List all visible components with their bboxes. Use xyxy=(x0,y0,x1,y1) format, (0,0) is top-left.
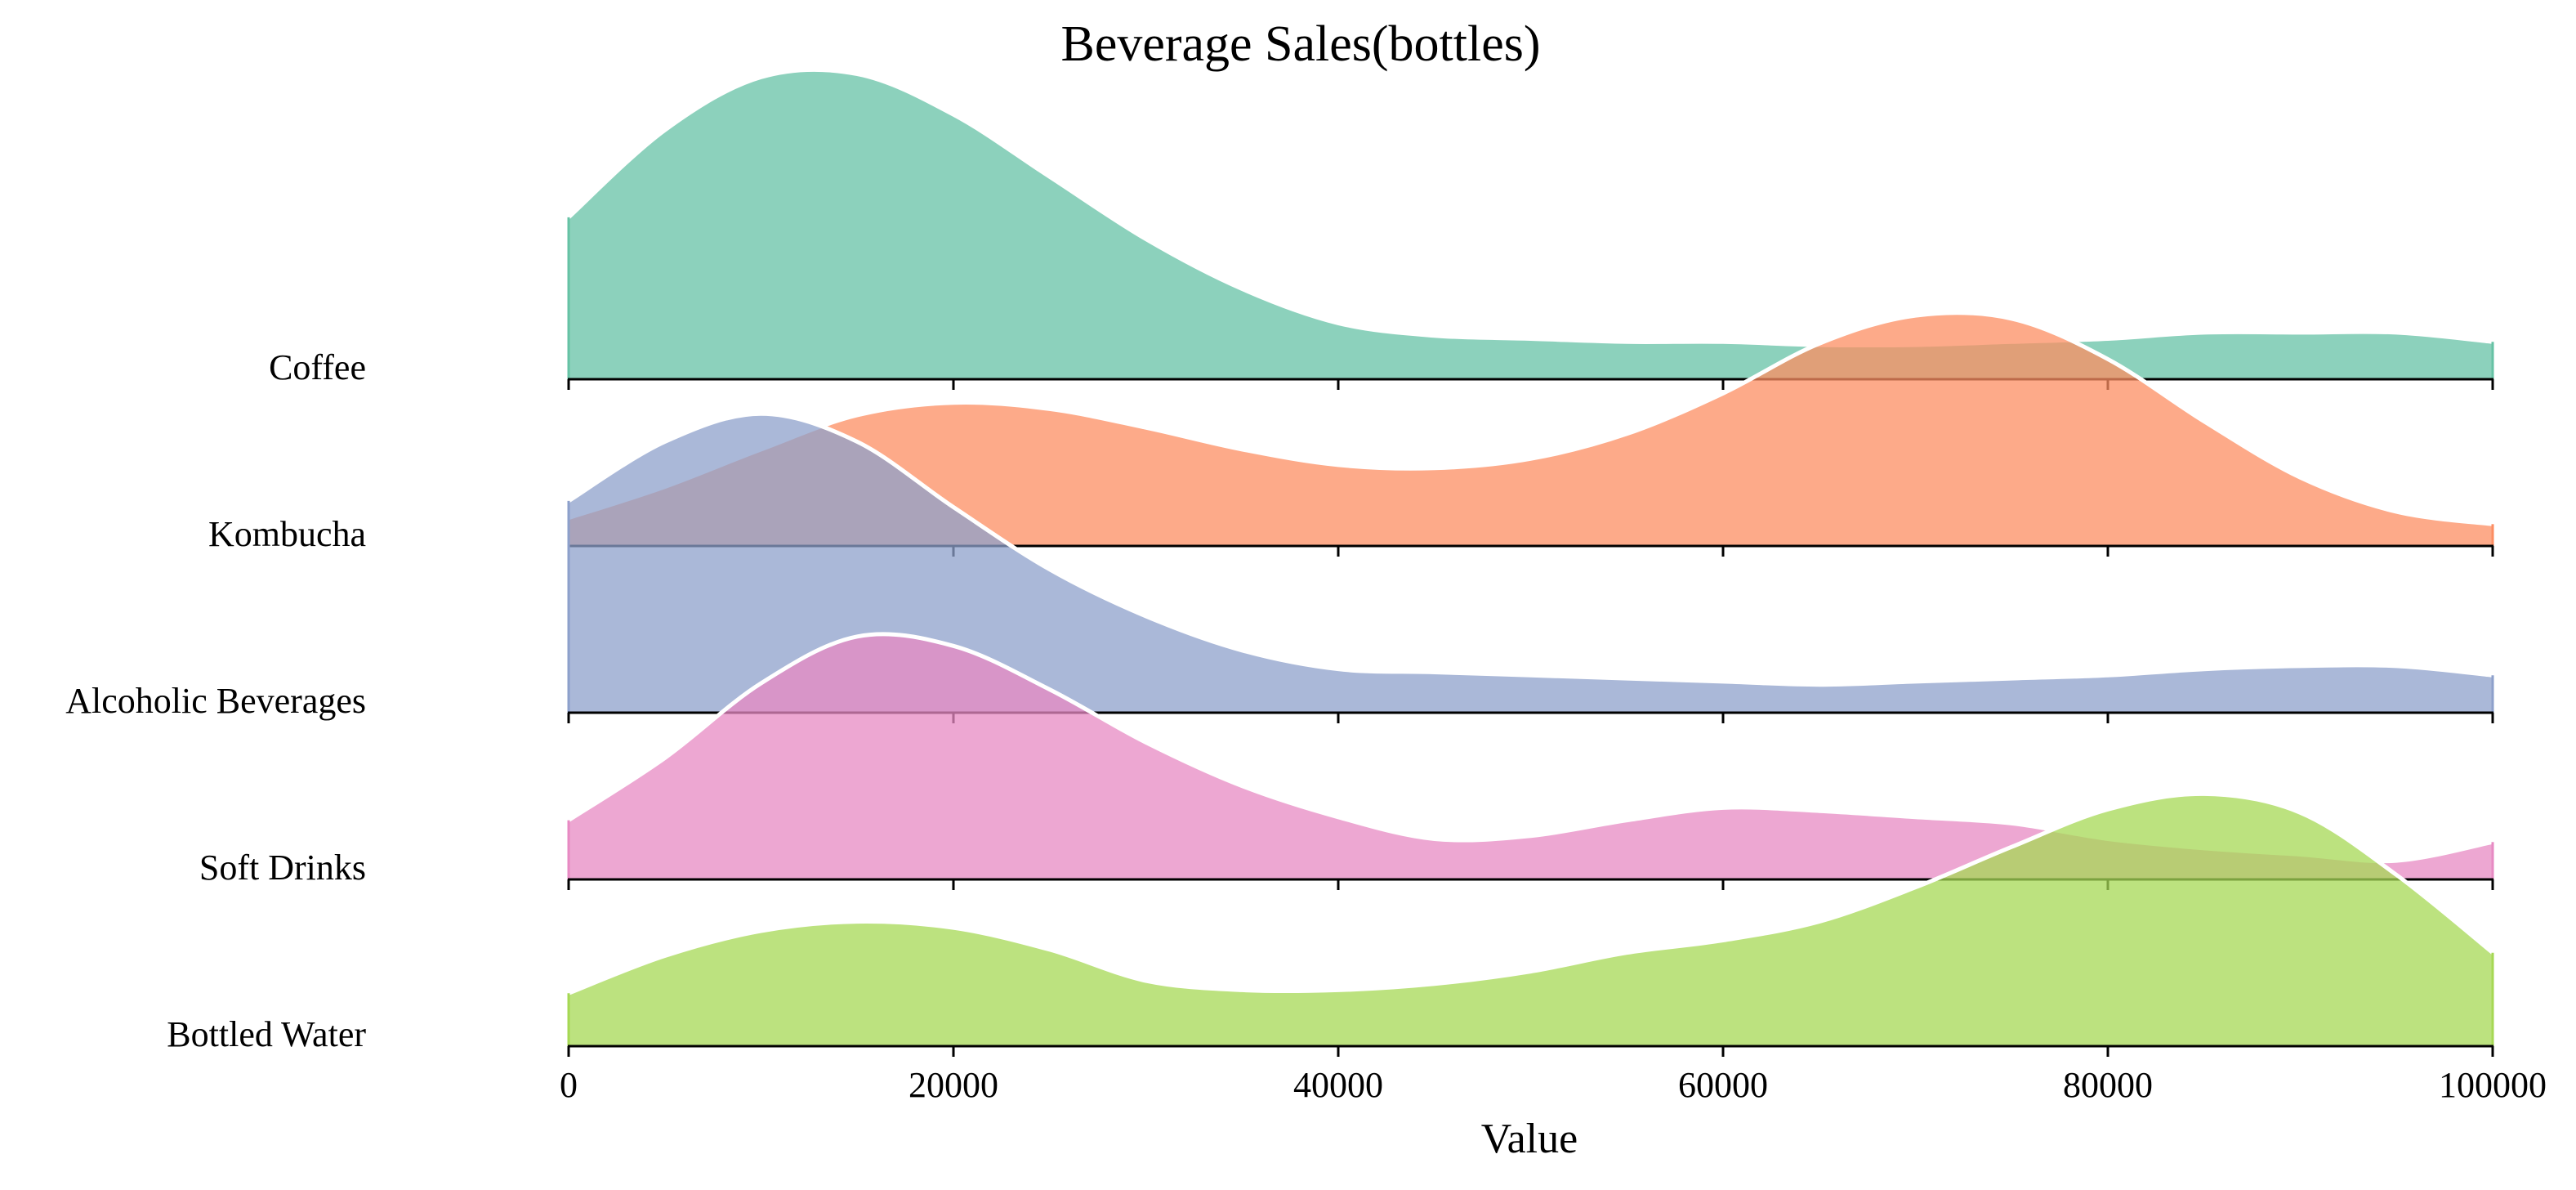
x-axis-label: Value xyxy=(1481,1116,1578,1162)
ridge-outline-alcoholic-beverages xyxy=(567,411,2493,687)
ridge-area-soft-drinks xyxy=(569,633,2493,879)
x-tick-label: 80000 xyxy=(2063,1065,2153,1105)
ridge-alcoholic-beverages: Alcoholic Beverages xyxy=(65,411,2494,723)
ridge-area-alcoholic-beverages xyxy=(569,414,2493,713)
ridge-label-kombucha: Kombucha xyxy=(208,514,366,554)
x-tick-label: 20000 xyxy=(909,1065,998,1105)
x-tick-label: 100000 xyxy=(2439,1065,2547,1105)
ridge-area-kombucha xyxy=(569,312,2493,546)
x-ticks-group: 0 20000 40000 60000 80000 100000 xyxy=(560,1065,2547,1105)
ridges-group: Coffee Kombucha Alcoholic Beverages Soft Dr… xyxy=(65,67,2494,1057)
ridge-label-coffee: Coffee xyxy=(269,347,366,387)
ridge-area-coffee xyxy=(569,69,2493,379)
x-tick-label: 40000 xyxy=(1293,1065,1383,1105)
chart-title: Beverage Sales(bottles) xyxy=(1060,16,1540,72)
ridge-bottled-water: Bottled Water xyxy=(167,791,2494,1057)
ridge-area-bottled-water xyxy=(569,794,2493,1046)
ridge-label-alcoholic-beverages: Alcoholic Beverages xyxy=(65,681,366,721)
ridge-label-soft-drinks: Soft Drinks xyxy=(199,848,366,888)
ridge-coffee: Coffee xyxy=(269,67,2494,390)
ridge-outline-coffee xyxy=(567,67,2493,348)
ridge-outline-bottled-water xyxy=(568,791,2494,995)
x-tick-label: 60000 xyxy=(1678,1065,1768,1105)
ridge-outline-kombucha xyxy=(568,311,2493,526)
ridge-label-bottled-water: Bottled Water xyxy=(167,1014,366,1054)
x-tick-label: 0 xyxy=(560,1065,578,1105)
